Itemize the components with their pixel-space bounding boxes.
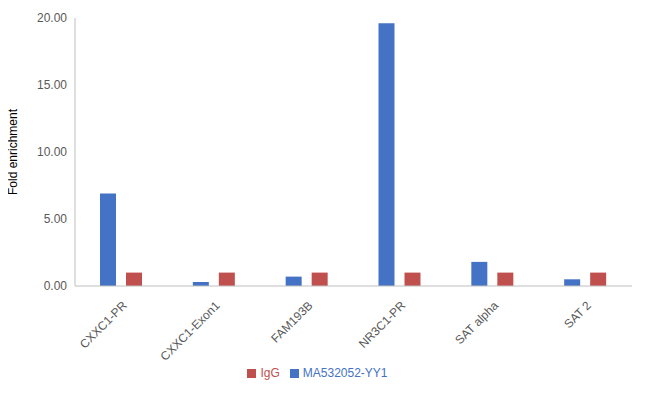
svg-text:CXXC1-Exon1: CXXC1-Exon1 — [158, 298, 223, 363]
svg-text:10.00: 10.00 — [37, 145, 67, 159]
svg-text:20.00: 20.00 — [37, 11, 67, 25]
svg-text:SAT 2: SAT 2 — [561, 298, 594, 331]
svg-text:15.00: 15.00 — [37, 78, 67, 92]
svg-text:0.00: 0.00 — [44, 279, 68, 293]
html-text:MA532052-YY1: MA532052-YY1 — [302, 366, 388, 380]
svg-text:Fold enrichment: Fold enrichment — [8, 108, 20, 195]
svg-text:NR3C1-PR: NR3C1-PR — [356, 298, 409, 351]
svg-text:FAM193B: FAM193B — [268, 298, 315, 345]
html-text:IgG: IgG — [260, 366, 280, 380]
svg-text:5.00: 5.00 — [44, 212, 68, 226]
svg-text:SAT alpha: SAT alpha — [452, 298, 501, 347]
svg-text:CXXC1-PR: CXXC1-PR — [77, 298, 130, 351]
